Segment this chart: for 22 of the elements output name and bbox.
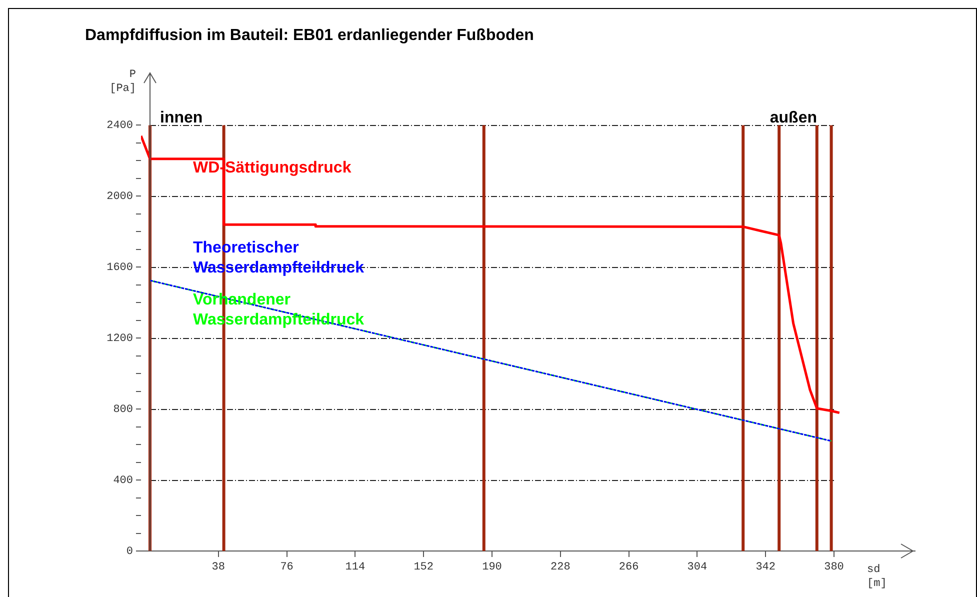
x-tick-label: 228 xyxy=(550,562,570,574)
x-tick-label: 342 xyxy=(756,562,776,574)
y-tick-label: 1200 xyxy=(106,333,133,346)
x-axis-title: sd [m] xyxy=(867,564,887,590)
y-tick-label: 1600 xyxy=(106,262,133,274)
x-tick-label: 190 xyxy=(482,562,502,574)
x-tick-label: 152 xyxy=(414,562,434,574)
y-tick-label: 2000 xyxy=(106,191,133,204)
x-tick-label: 266 xyxy=(618,562,639,574)
x-tick-label: 380 xyxy=(824,562,844,574)
annotation: außen xyxy=(770,109,817,126)
y-tick-label: 800 xyxy=(113,404,133,416)
y-tick-label: 2400 xyxy=(106,120,133,132)
y-tick-label: 0 xyxy=(126,546,133,558)
x-tick-label: 38 xyxy=(212,562,225,574)
chart-title: Dampfdiffusion im Bauteil: EB01 erdanliegender Fußboden xyxy=(85,27,534,45)
x-tick-label: 76 xyxy=(280,562,294,574)
x-tick-label: 114 xyxy=(345,562,366,574)
x-tick-label: 304 xyxy=(687,562,708,574)
annotation: innen xyxy=(160,109,203,126)
y-tick-label: 400 xyxy=(113,474,133,487)
y-axis-title: P [Pa] xyxy=(110,68,136,95)
